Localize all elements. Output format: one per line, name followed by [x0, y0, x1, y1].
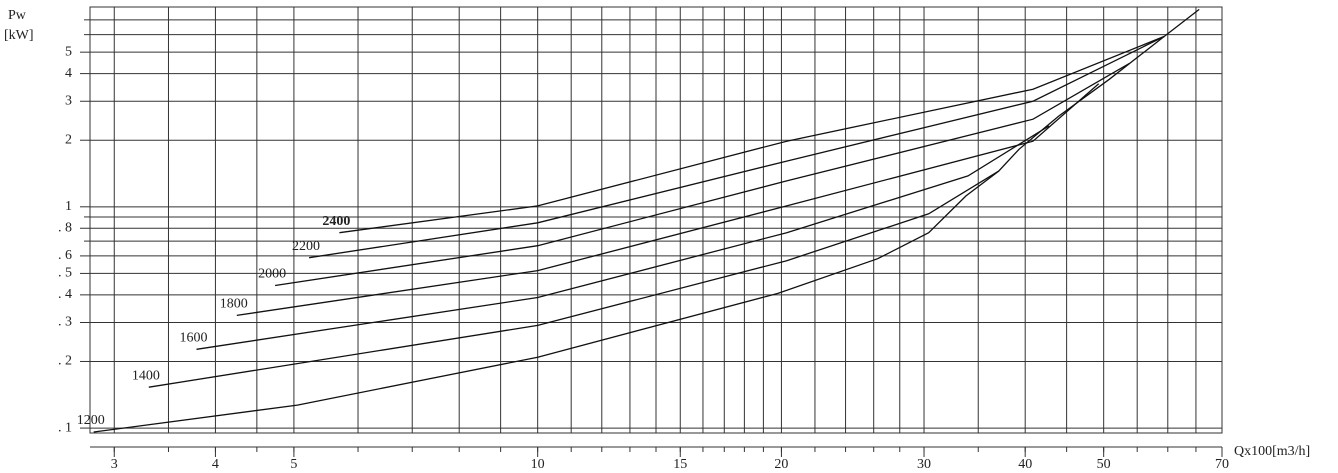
curve-label: 1600: [179, 331, 207, 346]
x-tick-label: 70: [1215, 457, 1229, 472]
x-tick-label: 3: [111, 457, 118, 472]
curve-label: 2000: [258, 267, 286, 282]
curve: [309, 35, 1165, 259]
curve-label: 2200: [292, 239, 320, 254]
curve: [339, 35, 1165, 234]
x-axis-label: Qx100[m3/h]: [1234, 444, 1310, 459]
x-tick-label: 15: [673, 457, 687, 472]
x-tick-label: 20: [774, 457, 788, 472]
y-tick-label: . 6: [58, 248, 72, 263]
y-tick-label: . 8: [58, 220, 72, 235]
x-tick-label: 30: [917, 457, 931, 472]
curve-label: 2400: [322, 214, 350, 229]
curve-label: 1800: [220, 297, 248, 312]
y-axis-label: [kW]: [4, 28, 34, 43]
x-tick-label: 4: [212, 457, 219, 472]
y-tick-label: . 5: [58, 266, 72, 281]
y-tick-label: 1: [65, 199, 72, 214]
curve: [275, 62, 1130, 287]
y-tick-label: . 2: [58, 354, 72, 369]
x-tick-label: 10: [531, 457, 545, 472]
y-tick-label: 2: [65, 132, 72, 147]
curve-label: 1400: [132, 368, 160, 383]
x-tick-label: 5: [290, 457, 297, 472]
y-tick-label: 3: [65, 93, 72, 108]
curve: [93, 8, 1200, 433]
y-tick-label: . 4: [58, 287, 72, 302]
y-tick-label: . 1: [58, 420, 72, 435]
y-axis-label: Pw: [8, 8, 27, 23]
y-tick-label: 5: [65, 44, 72, 59]
x-tick-label: 50: [1097, 457, 1111, 472]
y-tick-label: 4: [65, 66, 72, 81]
curve: [148, 170, 1000, 388]
curve: [236, 83, 1100, 317]
curve: [196, 125, 1050, 350]
y-tick-label: . 3: [58, 315, 72, 330]
x-tick-label: 40: [1018, 457, 1032, 472]
curve-label: 1200: [77, 413, 105, 428]
